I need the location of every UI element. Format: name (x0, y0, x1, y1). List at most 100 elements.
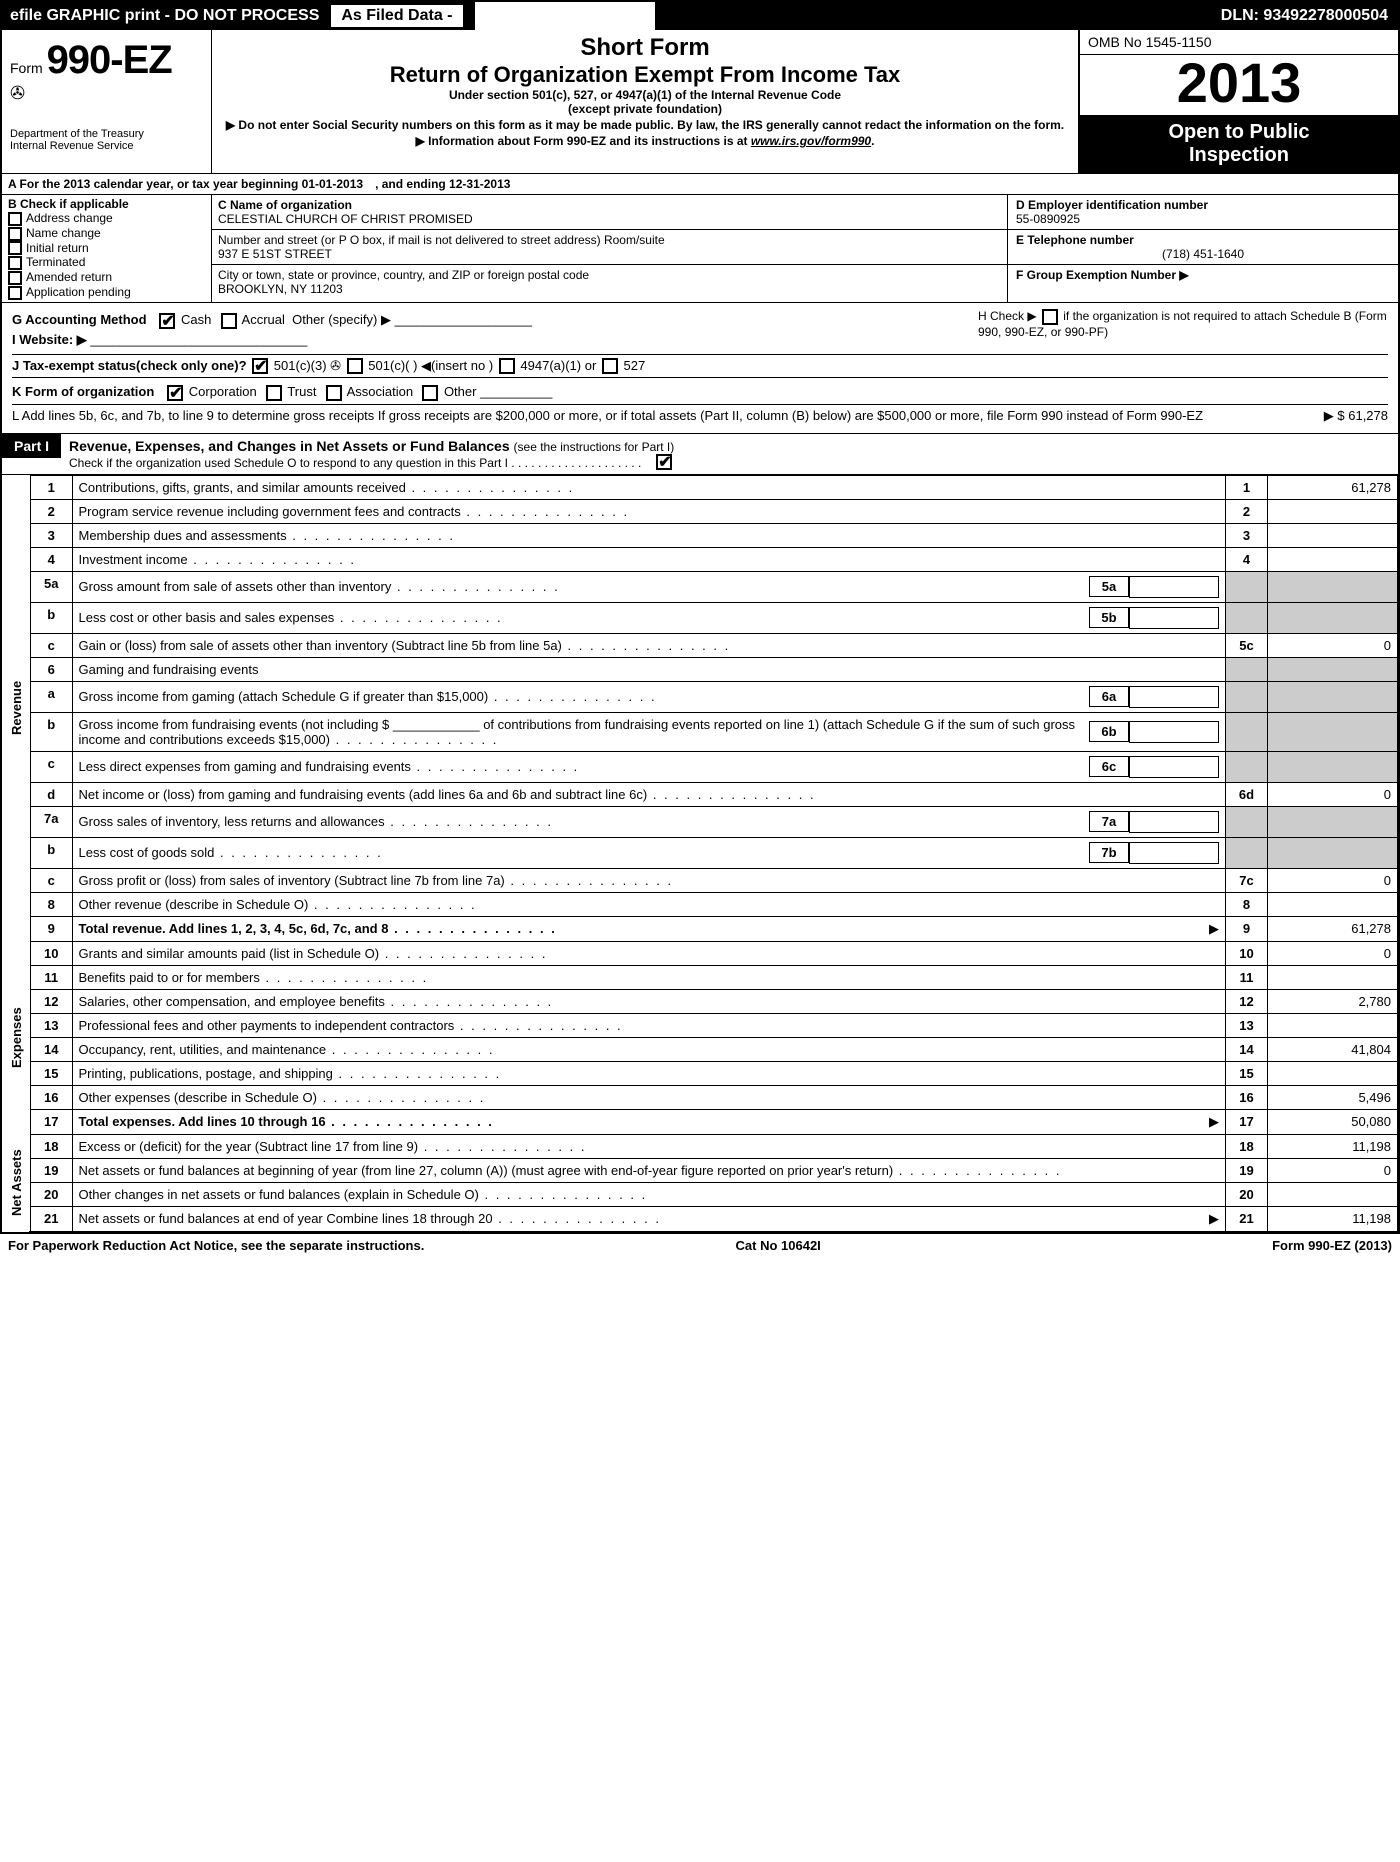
line-desc: Printing, publications, postage, and shi… (72, 1061, 1226, 1085)
dept-treasury: Department of the Treasury (10, 128, 203, 140)
line-number: 15 (30, 1061, 72, 1085)
table-row: dNet income or (loss) from gaming and fu… (2, 782, 1398, 806)
line-box-number: 11 (1226, 965, 1268, 989)
line-desc: Total expenses. Add lines 10 through 16 … (72, 1109, 1226, 1134)
checkbox-501c[interactable] (347, 358, 363, 374)
inspection-box: Open to Public Inspection (1080, 115, 1398, 173)
line-desc: Grants and similar amounts paid (list in… (72, 941, 1226, 965)
g-to-l-block: G Accounting Method Cash Accrual Other (… (2, 303, 1398, 434)
section-c: C Name of organization CELESTIAL CHURCH … (212, 195, 1008, 302)
checkbox-accrual[interactable] (221, 313, 237, 329)
line-number: 19 (30, 1158, 72, 1182)
form-number: 990-EZ (47, 38, 172, 82)
form-prefix: Form (10, 60, 43, 76)
line-number: 17 (30, 1109, 72, 1134)
checkbox-501c3[interactable] (252, 358, 268, 374)
form-container: efile GRAPHIC print - DO NOT PROCESS As … (0, 0, 1400, 1234)
checkbox-assoc[interactable] (326, 385, 342, 401)
line-desc: Net assets or fund balances at beginning… (72, 1158, 1226, 1182)
part1-header: Part I Revenue, Expenses, and Changes in… (2, 434, 1398, 475)
line-number: 1 (30, 475, 72, 499)
footer-catno: Cat No 10642I (424, 1238, 1132, 1253)
line-number: 14 (30, 1037, 72, 1061)
line-amount: 61,278 (1268, 475, 1398, 499)
irs-link[interactable]: www.irs.gov/form990 (751, 134, 871, 148)
line-box-number: 7c (1226, 868, 1268, 892)
line-a: A For the 2013 calendar year, or tax yea… (2, 174, 1398, 195)
table-row: cLess direct expenses from gaming and fu… (2, 751, 1398, 782)
line-box-number: 9 (1226, 916, 1268, 941)
warn-ssn: ▶ Do not enter Social Security numbers o… (220, 118, 1070, 132)
checkbox-527[interactable] (602, 358, 618, 374)
footer-paperwork: For Paperwork Reduction Act Notice, see … (8, 1238, 424, 1253)
table-row: 9Total revenue. Add lines 1, 2, 3, 4, 5c… (2, 916, 1398, 941)
line-desc: Gaming and fundraising events (72, 657, 1226, 681)
line-amount: 2,780 (1268, 989, 1398, 1013)
table-row: cGain or (loss) from sale of assets othe… (2, 633, 1398, 657)
line-desc: Other revenue (describe in Schedule O) (72, 892, 1226, 916)
line-l: L Add lines 5b, 6c, and 7b, to line 9 to… (12, 408, 1388, 424)
tax-year: 2013 (1080, 55, 1398, 111)
table-row: Revenue1Contributions, gifts, grants, an… (2, 475, 1398, 499)
line-desc: Salaries, other compensation, and employ… (72, 989, 1226, 1013)
line-box-number: 14 (1226, 1037, 1268, 1061)
e-label: E Telephone number (1016, 233, 1390, 247)
line-amount: 11,198 (1268, 1134, 1398, 1158)
line-desc: Program service revenue including govern… (72, 499, 1226, 523)
checkbox-4947[interactable] (499, 358, 515, 374)
table-row: 7aGross sales of inventory, less returns… (2, 806, 1398, 837)
checkbox-corp[interactable] (167, 385, 183, 401)
checkbox-icon[interactable] (8, 286, 22, 300)
line-box-number: 1 (1226, 475, 1268, 499)
topbar-efile: efile GRAPHIC print - DO NOT PROCESS (2, 5, 327, 27)
checkbox-cash[interactable] (159, 313, 175, 329)
checkbox-schedule-b[interactable] (1042, 309, 1058, 325)
line-box-number: 12 (1226, 989, 1268, 1013)
checkbox-schedule-o[interactable] (656, 454, 672, 470)
checkbox-icon[interactable] (8, 241, 22, 255)
line-number: 18 (30, 1134, 72, 1158)
line-amount: 0 (1268, 633, 1398, 657)
line-desc: Membership dues and assessments (72, 523, 1226, 547)
line-number: c (30, 751, 72, 782)
line-a-label: A For the 2013 calendar year, or tax yea… (2, 174, 369, 194)
line-desc: Contributions, gifts, grants, and simila… (72, 475, 1226, 499)
table-row: 12Salaries, other compensation, and empl… (2, 989, 1398, 1013)
section-vlabel: Revenue (2, 475, 30, 941)
line-number: c (30, 633, 72, 657)
checkbox-icon[interactable] (8, 271, 22, 285)
table-row: 8Other revenue (describe in Schedule O)8 (2, 892, 1398, 916)
line-number: 3 (30, 523, 72, 547)
header-right: OMB No 1545-1150 2013 Open to Public Ins… (1078, 30, 1398, 173)
line-number: c (30, 868, 72, 892)
line-k: K Form of organization Corporation Trust… (12, 381, 1388, 405)
checkbox-trust[interactable] (266, 385, 282, 401)
line-desc: Net income or (loss) from gaming and fun… (72, 782, 1226, 806)
title-section: Under section 501(c), 527, or 4947(a)(1)… (220, 88, 1070, 102)
line-desc: Less cost of goods sold7b (72, 837, 1226, 868)
section-vlabel: Expenses (2, 941, 30, 1134)
org-name: CELESTIAL CHURCH OF CHRIST PROMISED (218, 212, 1001, 226)
org-street: 937 E 51ST STREET (218, 247, 1001, 261)
line-h: H Check ▶ if the organization is not req… (968, 309, 1388, 351)
line-desc: Less direct expenses from gaming and fun… (72, 751, 1226, 782)
checkbox-icon[interactable] (8, 227, 22, 241)
line-j: J Tax-exempt status(check only one)? 501… (12, 354, 1388, 379)
table-row: 16Other expenses (describe in Schedule O… (2, 1085, 1398, 1109)
checkbox-icon[interactable] (8, 256, 22, 270)
line-desc: Other changes in net assets or fund bala… (72, 1182, 1226, 1206)
line-number: 9 (30, 916, 72, 941)
line-desc: Gross sales of inventory, less returns a… (72, 806, 1226, 837)
line-box-number: 17 (1226, 1109, 1268, 1134)
line-box-number: 18 (1226, 1134, 1268, 1158)
line-number: 13 (30, 1013, 72, 1037)
table-row: 17Total expenses. Add lines 10 through 1… (2, 1109, 1398, 1134)
line-box-number: 21 (1226, 1206, 1268, 1231)
line-number: 11 (30, 965, 72, 989)
line-amount (1268, 547, 1398, 571)
checkbox-other-org[interactable] (422, 385, 438, 401)
line-amount (1268, 523, 1398, 547)
line-number: 7a (30, 806, 72, 837)
checkbox-icon[interactable] (8, 212, 22, 226)
table-row: Net Assets18Excess or (deficit) for the … (2, 1134, 1398, 1158)
